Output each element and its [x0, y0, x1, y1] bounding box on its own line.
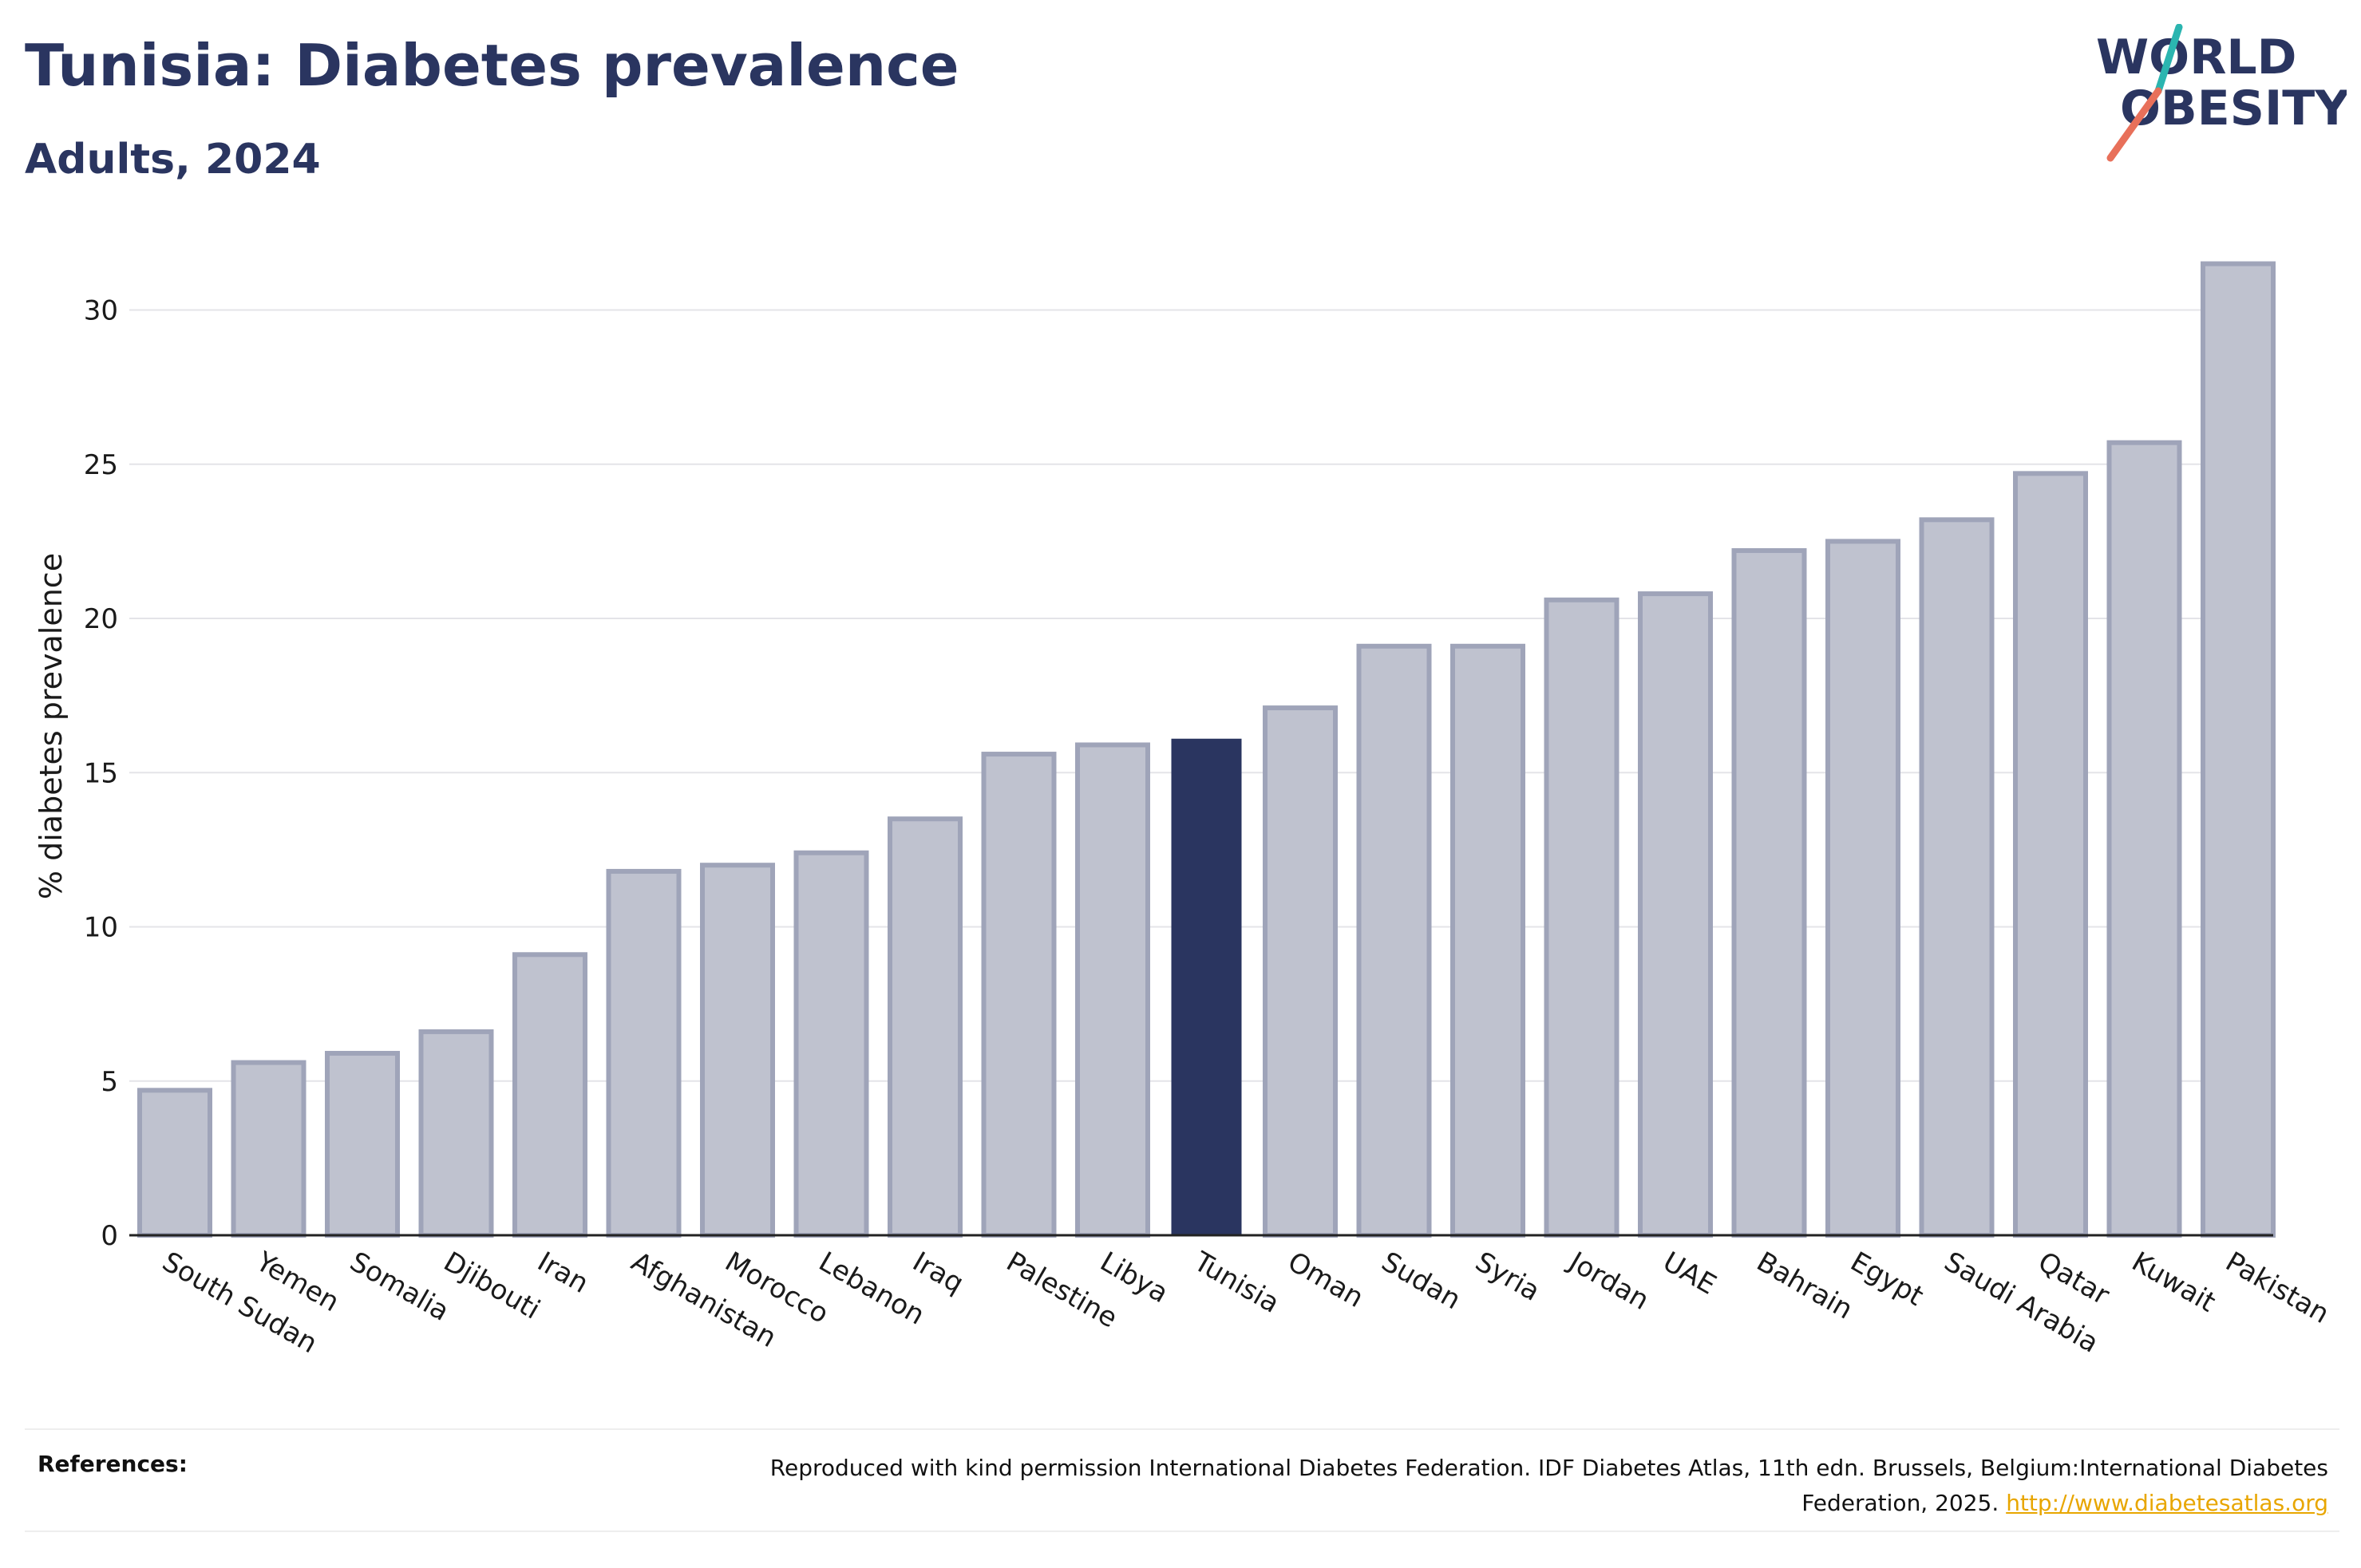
logo-slash-coral [2106, 87, 2162, 162]
bar-iraq[interactable] [888, 816, 963, 1238]
x-tick-label: Djibouti [438, 1246, 545, 1326]
references-label: References: [38, 1451, 188, 1477]
y-tick-label: 25 [84, 449, 118, 481]
bar-syria[interactable] [1450, 643, 1525, 1238]
bar-afghanistan[interactable] [606, 868, 682, 1238]
x-tick-label: Kuwait [2126, 1246, 2221, 1318]
bar-saudi-arabia[interactable] [1919, 517, 1995, 1238]
x-tick-label: Iran [532, 1246, 594, 1300]
logo-line-1: WORLD [2096, 30, 2296, 85]
bar-oman[interactable] [1263, 705, 1338, 1238]
x-tick-label: Iraq [908, 1246, 970, 1300]
bar-bahrain[interactable] [1731, 547, 1807, 1238]
chart-title: Tunisia: Diabetes prevalence [25, 32, 959, 99]
bar-south-sudan[interactable] [137, 1088, 212, 1238]
bar-pakistan[interactable] [2201, 261, 2276, 1238]
bar-djibouti[interactable] [418, 1029, 494, 1238]
world-obesity-logo: WORLD OBESITY [2096, 24, 2347, 162]
bar-libya[interactable] [1075, 742, 1150, 1238]
x-tick-label: UAE [1658, 1246, 1722, 1301]
bar-qatar[interactable] [2013, 471, 2088, 1238]
bars [137, 261, 2276, 1238]
bar-palestine[interactable] [981, 752, 1057, 1238]
bar-iran[interactable] [512, 952, 587, 1238]
x-tick-label: Jordan [1562, 1245, 1654, 1317]
references-text: Reproduced with kind permission Internat… [652, 1451, 2328, 1521]
y-tick-label: 10 [84, 912, 118, 944]
y-tick-label: 20 [84, 603, 118, 635]
chart-subtitle: Adults, 2024 [25, 136, 321, 184]
x-tick-label: Syria [1470, 1246, 1545, 1308]
references-link[interactable]: http://www.diabetesatlas.org [2006, 1490, 2328, 1516]
bar-morocco[interactable] [700, 863, 775, 1238]
references-panel: References: Reproduced with kind permiss… [25, 1428, 2339, 1532]
x-tick-label: Tunisia [1188, 1246, 1284, 1320]
bar-kuwait[interactable] [2106, 440, 2182, 1238]
x-tick-label: Sudan [1376, 1246, 1466, 1316]
y-axis-label: % diabetes prevalence [34, 553, 69, 899]
x-tick-label: Oman [1283, 1246, 1370, 1314]
x-tick-label: Bahrain [1751, 1246, 1858, 1325]
bar-jordan[interactable] [1544, 597, 1619, 1238]
x-tick-label: Lebanon [813, 1246, 930, 1331]
bar-yemen[interactable] [231, 1060, 306, 1238]
y-tick-label: 30 [84, 295, 118, 327]
bar-somalia[interactable] [325, 1050, 400, 1238]
y-tick-label: 5 [101, 1066, 118, 1098]
bar-lebanon[interactable] [793, 850, 869, 1238]
bar-tunisia[interactable] [1171, 738, 1242, 1235]
bar-uae[interactable] [1638, 591, 1713, 1238]
x-tick-label: Pakistan [2221, 1246, 2335, 1330]
x-tick-label: Egypt [1845, 1246, 1929, 1313]
x-tick-label: Somalia [345, 1246, 455, 1328]
logo-slash-teal [2154, 24, 2183, 95]
bar-egypt[interactable] [1825, 539, 1900, 1238]
y-tick-label: 0 [101, 1220, 118, 1252]
y-tick-label: 15 [84, 757, 118, 789]
references-citation: Reproduced with kind permission Internat… [769, 1455, 2328, 1516]
bar-sudan[interactable] [1356, 643, 1432, 1238]
